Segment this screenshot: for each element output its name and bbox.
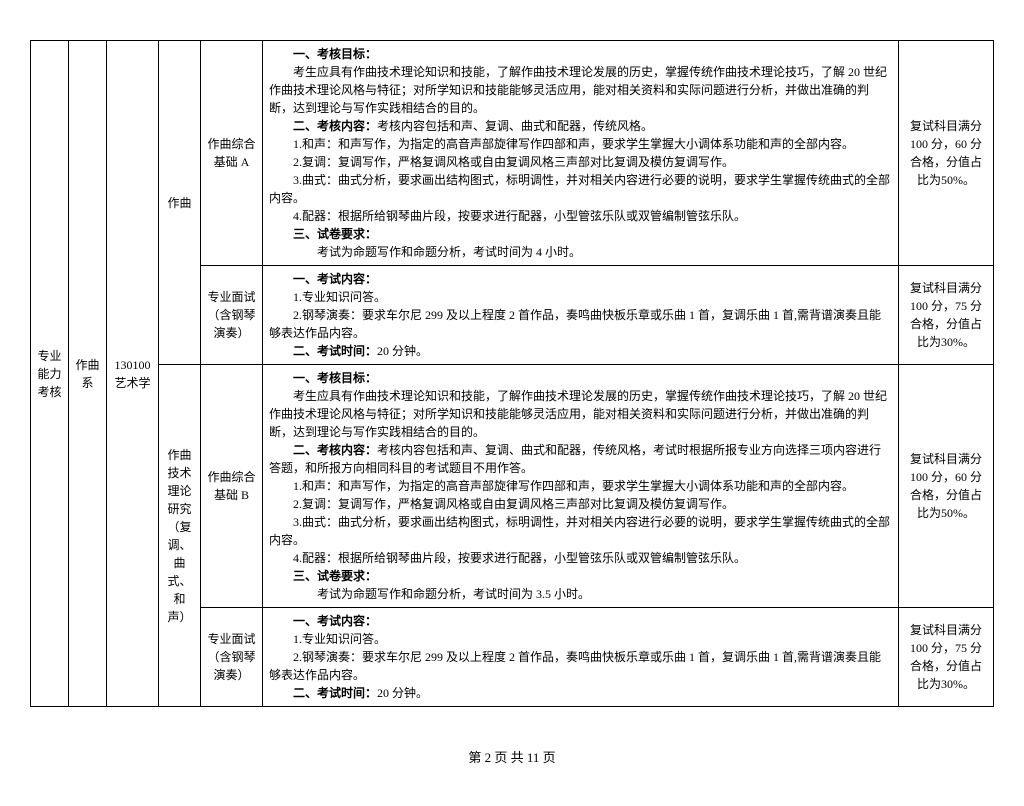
col-category: 专业能力考核 xyxy=(31,41,69,707)
course-2b: 专业面试（含钢琴演奏） xyxy=(201,608,263,707)
course-2a: 作曲综合基础 B xyxy=(201,365,263,608)
page-footer: 第 2 页 共 11 页 xyxy=(30,747,994,766)
course-1b: 专业面试（含钢琴演奏） xyxy=(201,266,263,365)
content-1a: 一、考核目标： 考生应具有作曲技术理论知识和技能，了解作曲技术理论发展的历史，掌… xyxy=(263,41,899,266)
course-1a: 作曲综合基础 A xyxy=(201,41,263,266)
score-1b: 复试科目满分100 分，75 分合格，分值占比为30%。 xyxy=(899,266,994,365)
track-1: 作曲 xyxy=(159,41,201,365)
content-2b: 一、考试内容： 1.专业知识问答。 2.钢琴演奏：要求车尔尼 299 及以上程度… xyxy=(263,608,899,707)
col-code: 130100艺术学 xyxy=(107,41,159,707)
exam-table: 专业能力考核 作曲系 130100艺术学 作曲 作曲综合基础 A 一、考核目标：… xyxy=(30,40,994,707)
content-1b: 一、考试内容： 1.专业知识问答。 2.钢琴演奏：要求车尔尼 299 及以上程度… xyxy=(263,266,899,365)
content-2a: 一、考核目标： 考生应具有作曲技术理论知识和技能，了解作曲技术理论发展的历史，掌… xyxy=(263,365,899,608)
score-1a: 复试科目满分100 分，60 分合格，分值占比为50%。 xyxy=(899,41,994,266)
score-2a: 复试科目满分100 分，60 分合格，分值占比为50%。 xyxy=(899,365,994,608)
score-2b: 复试科目满分100 分，75 分合格，分值占比为30%。 xyxy=(899,608,994,707)
track-2: 作曲技术理论研究（复调、曲式、和声） xyxy=(159,365,201,707)
col-dept: 作曲系 xyxy=(69,41,107,707)
